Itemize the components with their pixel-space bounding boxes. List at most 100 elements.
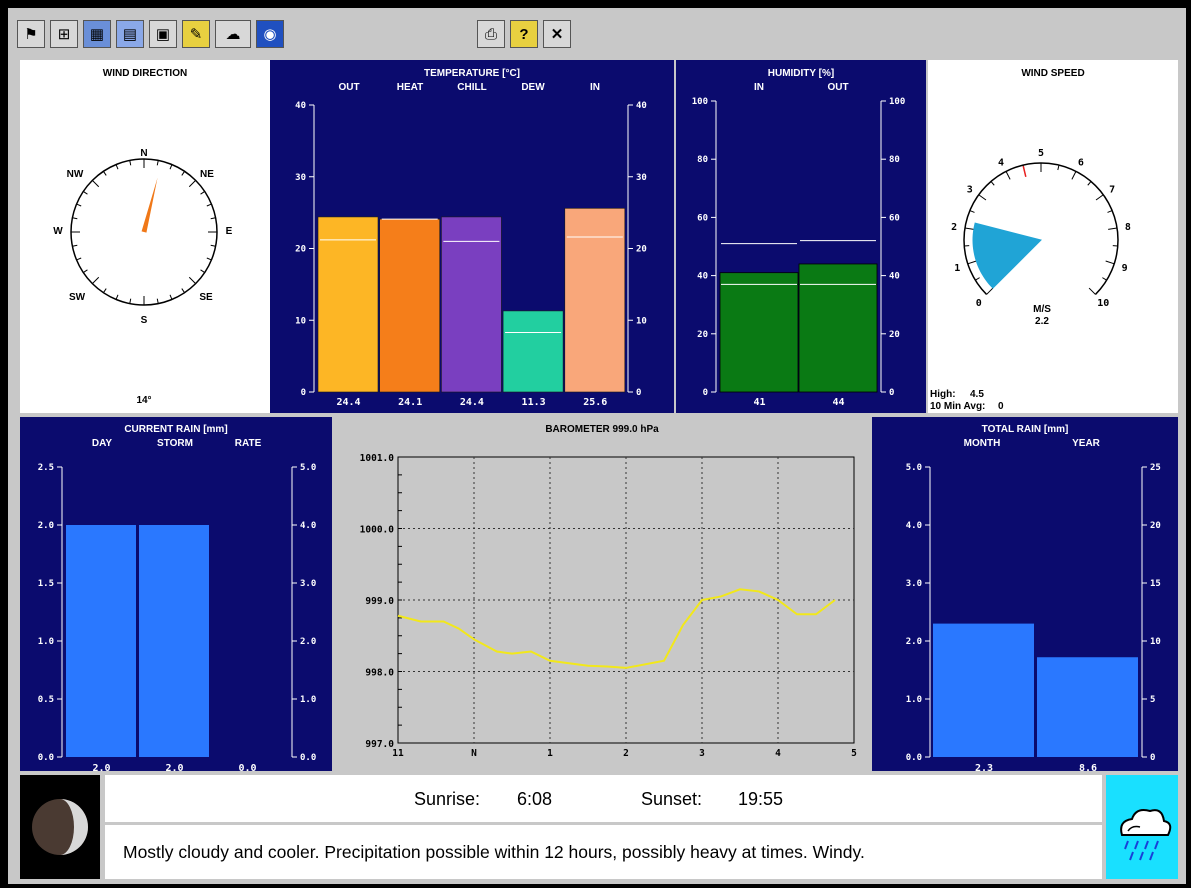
moon-phase-panel xyxy=(20,775,100,879)
cloud-tool-icon: ☁ xyxy=(225,26,241,43)
temperature-panel: TEMPERATURE [°C] OUT HEAT CHILL DEW IN 0… xyxy=(270,60,674,413)
current-rain-value-label: 2.0 xyxy=(92,763,110,774)
temp-bar xyxy=(379,218,440,393)
compass-label-w: W xyxy=(53,226,63,237)
total-rain-tick-label: 1.0 xyxy=(906,695,922,705)
compass-tick xyxy=(156,298,159,304)
total-rain-value-label: 2.3 xyxy=(975,763,993,774)
humidity-value-label: 44 xyxy=(832,397,844,408)
wind-compass xyxy=(70,158,218,306)
wind-avg-label: 10 Min Avg: xyxy=(930,401,986,412)
temp-tick-label: 10 xyxy=(295,316,306,326)
compass-tick xyxy=(76,203,82,207)
network-tool-icon: ⊞ xyxy=(57,26,71,43)
total-rain-title: TOTAL RAIN [mm] xyxy=(981,424,1069,435)
current-rain-tick-label: 3.0 xyxy=(300,579,316,589)
total-rain-tick-label: 4.0 xyxy=(906,521,922,531)
wind-speed-tick xyxy=(975,277,980,281)
compass-tick xyxy=(210,244,216,247)
humidity-value-label: 41 xyxy=(753,397,765,408)
close-icon: ✕ xyxy=(550,26,564,43)
notes-tool-button[interactable]: ✎ xyxy=(182,20,210,48)
temp-tick-label: 0 xyxy=(636,388,641,398)
temp-value-label: 24.4 xyxy=(336,397,360,408)
barometer-plot-area xyxy=(397,456,855,744)
wind-tool-button[interactable]: ⚑ xyxy=(17,20,45,48)
total-rain-tick-label: 5 xyxy=(1150,695,1155,705)
temp-value-label: 24.1 xyxy=(398,397,422,408)
total-rain-tick-label: 2.0 xyxy=(906,637,922,647)
forecast-text: Mostly cloudy and cooler. Precipitation … xyxy=(123,842,865,862)
current-rain-tick-label: 1.5 xyxy=(38,579,54,589)
wind-speed-tick xyxy=(967,260,977,265)
compass-tick xyxy=(169,164,173,170)
network-tool-button[interactable]: ⊞ xyxy=(50,20,78,48)
compass-tick xyxy=(76,257,82,261)
temp-tick-label: 20 xyxy=(295,245,306,255)
compass-label-n: N xyxy=(140,148,148,159)
rain-cat-storm: STORM xyxy=(157,438,193,449)
compass-tick xyxy=(181,288,185,293)
map-tool-icon: ▦ xyxy=(89,26,105,43)
close-button[interactable]: ✕ xyxy=(543,20,571,48)
temp-bar xyxy=(441,216,502,393)
wind-speed-scale-label: 3 xyxy=(967,184,973,195)
forecast-panel: Mostly cloudy and cooler. Precipitation … xyxy=(105,825,1102,879)
wind-speed-scale-label: 4 xyxy=(998,158,1004,169)
humidity-bar xyxy=(719,272,799,393)
total-rain-bar xyxy=(1037,657,1138,757)
compass-label-s: S xyxy=(140,315,148,326)
current-rain-value-label: 2.0 xyxy=(165,763,183,774)
compass-tick xyxy=(156,160,159,166)
total-rain-tick-label: 10 xyxy=(1150,637,1161,647)
barometer-x-tick-label: N xyxy=(471,748,477,759)
display-tool-button[interactable]: ▣ xyxy=(149,20,177,48)
temp-cat-dew: DEW xyxy=(521,82,545,93)
temp-cat-out: OUT xyxy=(338,82,360,93)
humidity-tick-label: 100 xyxy=(889,97,905,107)
wind-tool-icon: ⚑ xyxy=(24,26,38,43)
temp-tick-label: 40 xyxy=(636,101,647,111)
barometer-title: BAROMETER 999.0 hPa xyxy=(545,424,659,435)
notes-tool-icon: ✎ xyxy=(189,26,203,43)
print-button[interactable]: ⎙ xyxy=(477,20,505,48)
graph-tool-button[interactable]: ▤ xyxy=(116,20,144,48)
temp-tick-label: 0 xyxy=(301,388,306,398)
current-rain-tick-label: 0.0 xyxy=(300,753,316,763)
map-tool-button[interactable]: ▦ xyxy=(83,20,111,48)
wind-speed-scale-label: 2 xyxy=(951,222,957,233)
total-rain-value-label: 8.6 xyxy=(1079,763,1097,774)
wind-speed-tick xyxy=(978,194,987,201)
forecast-icon-panel xyxy=(1106,775,1178,879)
current-rain-tick-label: 0.5 xyxy=(38,695,54,705)
wind-direction-value: 14° xyxy=(136,395,152,406)
wind-speed-scale-label: 10 xyxy=(1097,298,1109,309)
humidity-tick-label: 20 xyxy=(889,330,900,340)
rain-cat-rate: RATE xyxy=(234,438,262,449)
barometer-chart: 997.0 998.0 999.0 1000.0 1001.0 11 N 1 2 3 4 5 xyxy=(360,453,857,759)
noaa-button[interactable]: ◉ xyxy=(256,20,284,48)
wind-high-marker xyxy=(1022,165,1027,177)
print-icon: ⎙ xyxy=(484,25,497,43)
humidity-tick-label: 0 xyxy=(703,388,708,398)
compass-tick xyxy=(72,244,78,247)
humidity-panel: HUMIDITY [%] IN OUT 0 0 20 20 40 40 60 60 80 80 10… xyxy=(676,60,926,413)
compass-tick xyxy=(129,298,132,304)
temp-value-label: 24.4 xyxy=(460,397,484,408)
wind-speed-tick xyxy=(1057,165,1060,171)
current-rain-tick-label: 2.5 xyxy=(38,463,54,473)
current-rain-tick-label: 1.0 xyxy=(38,637,54,647)
compass-tick xyxy=(92,276,100,284)
wind-speed-scale-label: 6 xyxy=(1078,158,1084,169)
wind-speed-tick xyxy=(1108,227,1118,230)
total-rain-panel: TOTAL RAIN [mm] MONTH YEAR 0.0 1.0 2.0 3.0 4… xyxy=(872,417,1178,774)
barometer-x-tick-label: 11 xyxy=(392,748,404,759)
total-rain-tick-label: 0.0 xyxy=(906,753,922,763)
compass-tick xyxy=(200,269,205,273)
help-button[interactable]: ? xyxy=(510,20,538,48)
cloud-tool-button[interactable]: ☁ xyxy=(215,20,251,48)
temp-tick-label: 30 xyxy=(295,173,306,183)
current-rain-tick-label: 2.0 xyxy=(38,521,54,531)
wind-speed-tick xyxy=(964,227,974,230)
barometer-panel: BAROMETER 999.0 hPa 997.0 998.0 999.0 1000.… xyxy=(332,417,872,771)
